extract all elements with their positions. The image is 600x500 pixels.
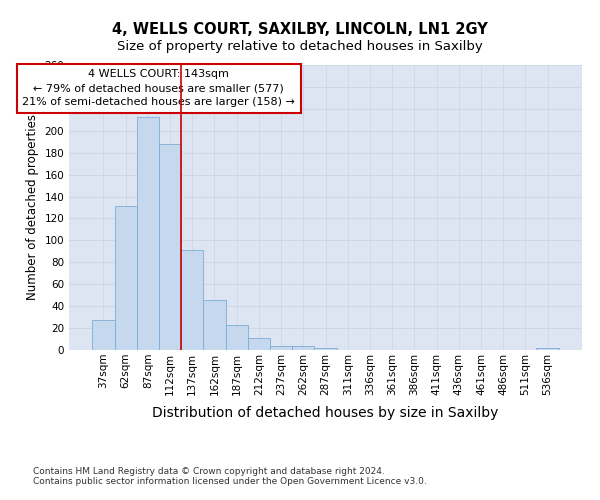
Bar (270, 346, 292, 350)
Bar (181, 250, 203, 350)
Bar (115, 206, 137, 350)
Bar (314, 348, 337, 350)
X-axis label: Distribution of detached houses by size in Saxilby: Distribution of detached houses by size … (152, 406, 499, 420)
Bar (159, 144, 181, 350)
Bar (248, 338, 270, 350)
Bar (292, 346, 314, 350)
Bar (226, 325, 248, 350)
Text: Contains HM Land Registry data © Crown copyright and database right 2024.: Contains HM Land Registry data © Crown c… (33, 467, 385, 476)
Bar (536, 348, 559, 350)
Bar (203, 300, 226, 350)
Text: 4, WELLS COURT, SAXILBY, LINCOLN, LN1 2GY: 4, WELLS COURT, SAXILBY, LINCOLN, LN1 2G… (112, 22, 488, 38)
Text: Contains public sector information licensed under the Open Government Licence v3: Contains public sector information licen… (33, 477, 427, 486)
Text: Size of property relative to detached houses in Saxilby: Size of property relative to detached ho… (117, 40, 483, 53)
Bar (92, 320, 115, 350)
Y-axis label: Number of detached properties: Number of detached properties (26, 114, 39, 300)
Text: 4 WELLS COURT: 143sqm
← 79% of detached houses are smaller (577)
21% of semi-det: 4 WELLS COURT: 143sqm ← 79% of detached … (22, 70, 295, 108)
Bar (137, 116, 159, 350)
